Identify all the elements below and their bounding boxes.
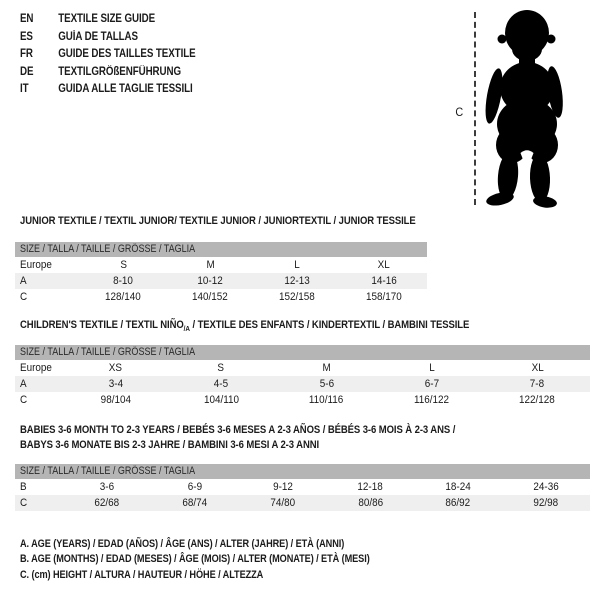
size-cell: 92/98 [502,495,590,511]
row-label: C [20,394,28,406]
row-label: A [15,376,63,392]
size-cell: 7-8 [484,376,590,392]
size-header-band: SIZE / TALLA / TAILLE / GRÖSSE / TAGLIA [15,464,590,479]
size-header-label: SIZE / TALLA / TAILLE / GRÖSSE / TAGLIA [20,243,196,255]
language-label: TEXTILE SIZE GUIDE [58,13,156,25]
row-label: Europe [20,362,52,374]
size-cell: 140/152 [192,291,229,303]
language-label: GUIDA ALLE TAGLIE TESSILI [58,83,193,95]
size-cell: 110/116 [309,394,344,406]
language-row: EN TEXTILE SIZE GUIDE [20,11,196,29]
language-label: GUIDE DES TAILLES TEXTILE [58,48,196,60]
size-cell: XL [377,259,390,271]
table-row: A 8-10 10-12 12-13 14-16 [15,273,427,289]
size-cell: XS [109,362,123,374]
footnote-b: B. AGE (MONTHS) / EDAD (MESES) / ÂGE (MO… [20,553,370,566]
babies-table-title-line1: BABIES 3-6 MONTH TO 2-3 YEARS / BEBÉS 3-… [20,424,456,436]
language-code: EN [20,13,34,25]
language-label: GUÍA DE TALLAS [58,30,138,43]
size-header-label: SIZE / TALLA / TAILLE / GRÖSSE / TAGLIA [20,346,196,358]
size-cell: 14-16 [340,273,427,289]
language-code: DE [20,65,34,78]
size-cell: 86/92 [414,495,503,511]
row-label: B [20,481,27,493]
language-row: IT GUIDA ALLE TAGLIE TESSILI [20,81,196,99]
size-cell: 62/68 [63,495,151,511]
size-cell: 74/80 [238,495,327,511]
language-code: ES [20,30,33,43]
language-row: DE TEXTILGRÖßENFÜHRUNG [20,64,196,82]
size-cell: 8-10 [80,273,167,289]
height-measure-line [474,12,476,205]
table-row: Europe XS S M L XL [15,360,590,376]
size-cell: S [217,362,225,374]
size-cell: 12-13 [253,273,341,289]
size-cell: 3-6 [99,481,115,493]
size-cell: M [322,362,331,374]
junior-size-table: SIZE / TALLA / TAILLE / GRÖSSE / TAGLIA … [15,242,427,305]
size-cell: L [429,362,435,374]
size-cell: 9-12 [272,481,293,493]
size-cell: 6-9 [187,481,202,493]
junior-table-title: JUNIOR TEXTILE / TEXTIL JUNIOR/ TEXTILE … [20,215,416,227]
size-cell: 152/158 [278,291,315,303]
size-cell: 24-36 [533,481,559,493]
size-header-band: SIZE / TALLA / TAILLE / GRÖSSE / TAGLIA [15,345,590,360]
table-row: A 3-4 4-5 5-6 6-7 7-8 [15,376,590,392]
table-row: C 128/140 140/152 152/158 158/170 [15,289,427,305]
size-cell: M [205,259,215,271]
size-cell: 4-5 [168,376,274,392]
size-cell: 80/86 [326,495,415,511]
language-row: FR GUIDE DES TAILLES TEXTILE [20,46,196,64]
size-cell: 6-7 [379,376,485,392]
row-label: A [15,273,80,289]
row-label: Europe [20,259,52,271]
size-cell: 68/74 [150,495,239,511]
size-cell: 122/128 [519,394,556,406]
size-cell: 18-24 [445,481,471,493]
size-cell: 5-6 [273,376,380,392]
size-cell: L [294,259,300,271]
babies-table-title: BABIES 3-6 MONTH TO 2-3 YEARS / BEBÉS 3-… [20,423,455,453]
table-row: Europe S M L XL [15,257,427,273]
language-code: FR [20,48,33,60]
size-cell: 116/122 [414,394,450,406]
table-row: C 98/104 104/110 110/116 116/122 122/128 [15,392,590,408]
size-cell: XL [531,362,544,374]
language-label: TEXTILGRÖßENFÜHRUNG [58,65,181,78]
language-row: ES GUÍA DE TALLAS [20,29,196,47]
children-table-title: CHILDREN'S TEXTILE / TEXTIL NIÑO/A / TEX… [20,319,470,334]
size-cell: 12-18 [357,481,384,493]
children-size-table: SIZE / TALLA / TAILLE / GRÖSSE / TAGLIA … [15,345,590,408]
footnotes: A. AGE (YEARS) / EDAD (AÑOS) / ÂGE (ANS)… [20,537,431,583]
size-cell: 158/170 [365,291,402,303]
babies-size-table: SIZE / TALLA / TAILLE / GRÖSSE / TAGLIA … [15,464,590,511]
size-cell: 3-4 [63,376,169,392]
row-label: C [20,291,28,303]
measure-label-c: C [455,105,464,119]
language-code: IT [20,83,29,95]
footnote-c: C. (cm) HEIGHT / ALTURA / HAUTEUR / HÖHE… [20,568,264,581]
footnote-a: A. AGE (YEARS) / EDAD (AÑOS) / ÂGE (ANS)… [20,538,345,550]
size-cell: 128/140 [105,291,142,303]
size-cell: 104/110 [203,394,239,406]
size-cell: S [120,259,127,271]
table-row: B 3-6 6-9 9-12 12-18 18-24 24-36 [15,479,590,495]
row-label: C [15,495,63,511]
size-cell: 98/104 [100,394,131,406]
language-list: EN TEXTILE SIZE GUIDE ES GUÍA DE TALLAS FR… [20,11,227,99]
baby-silhouette-icon [485,10,563,208]
babies-table-title-line2: BABYS 3-6 MONATE BIS 2-3 JAHRE / BAMBINI… [20,439,320,451]
size-header-band: SIZE / TALLA / TAILLE / GRÖSSE / TAGLIA [15,242,427,257]
size-cell: 10-12 [166,273,254,289]
size-header-label: SIZE / TALLA / TAILLE / GRÖSSE / TAGLIA [20,465,196,477]
table-row: C 62/68 68/74 74/80 80/86 86/92 92/98 [15,495,590,511]
